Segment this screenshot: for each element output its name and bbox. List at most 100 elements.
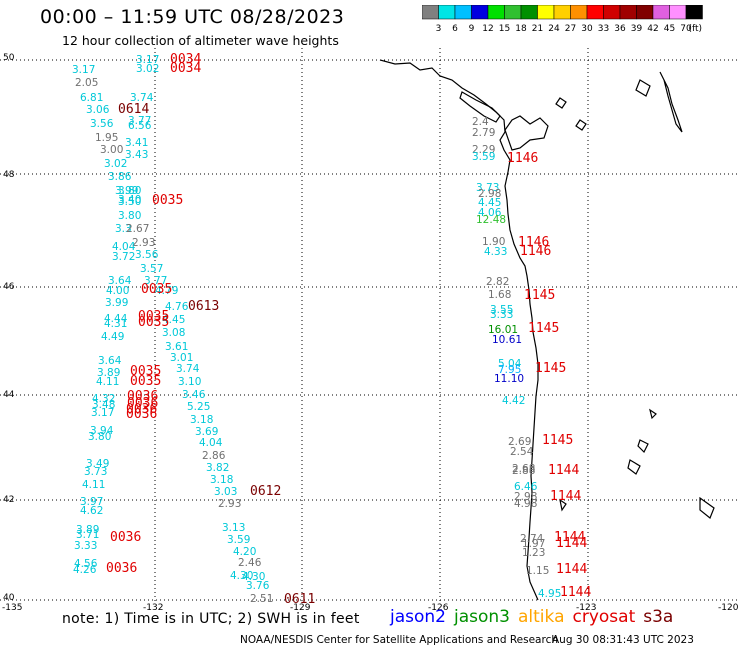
chart-title: 00:00 – 11:59 UTC 08/28/2023 [40,6,345,28]
colorbar-label: 45 [664,24,675,34]
colorbar-label: 30 [581,24,593,34]
coastline [379,59,715,601]
wave-height-label: 3.89 [97,367,120,379]
wave-height-label: 4.33 [484,246,507,258]
pass-time-label: 1146 [520,244,551,259]
wave-height-label: 3.56 [135,249,159,261]
colorbar-label: 36 [614,24,626,34]
lon-label-123: -123 [576,603,596,613]
wave-height-label: 3.55 [490,304,513,316]
colorbar-label: 39 [631,24,643,34]
wave-height-label: 3.99 [115,185,138,197]
wave-height-label: 3.77 [144,275,167,287]
pass-time-label: 1144 [550,489,581,504]
wave-height-label: 4.42 [502,395,525,407]
lon-label-135: -135 [2,603,22,613]
wave-height-label: 3.89 [76,524,99,536]
wave-height-label: 2.82 [486,276,509,288]
wave-height-label: 3.59 [227,534,250,546]
pass-time-label: 0036 [127,396,158,411]
pass-time-label: 1144 [560,585,591,600]
wave-height-label: 4.62 [80,505,103,517]
pass-time-label: 1144 [548,463,579,478]
lake-outline-2 [635,79,651,97]
wave-height-label: 3.46 [182,389,206,401]
legend-jason2: jason2 [390,607,446,627]
pass-time-label: 0036 [127,389,158,404]
wave-height-label: 2.68 [512,463,535,475]
wave-height-label: 3.72 [112,251,135,263]
wave-height-label: 2.88 [512,465,535,477]
colorbar-label: 9 [469,24,475,34]
wave-height-label: 4.26 [73,564,97,576]
wave-height-label: 4.20 [233,546,256,558]
wave-height-label: 4.31 [104,318,127,330]
pass-time-label: 0035 [141,282,172,297]
wave-height-label: 2.67 [126,223,149,235]
colorbar-label: 18 [515,24,527,34]
wave-height-label: 12.48 [476,214,506,226]
wave-height-layer: 3.173.023.172.053.746.813.063.773.56 6.56… [72,54,561,605]
wave-height-label: 3.18 [190,414,213,426]
wave-height-label: 4.04 [199,437,223,449]
colorbar-label: 12 [482,24,493,34]
wave-height-label: 3.43 [125,149,148,161]
lat-label-40: 40 [3,593,15,603]
wave-height-label: 4.79 [155,285,178,297]
colorbar-label: 15 [499,24,510,34]
lon-label-129: -129 [290,603,311,613]
colorbar-label: 24 [548,24,560,34]
north-america-coastline [379,59,539,601]
wave-height-label: 2.54 [510,446,534,458]
wave-height-label: 4.95 [538,588,561,600]
wave-height-label: 2.51 [250,593,273,605]
pass-time-label: 0035 [130,374,161,389]
lat-label-48: 48 [3,170,15,180]
wave-height-label: 3.13 [222,522,245,534]
wave-height-label: 2.98 [514,491,537,503]
pass-time-label: 1145 [524,288,555,303]
wave-height-label: 4.56 [74,558,98,570]
axis-labels: 50 48 46 44 42 40 -135 -132 -129 -126 -1… [2,53,739,613]
wave-height-label: 3.02 [136,63,159,75]
colorbar-label: 33 [598,24,609,34]
lat-label-42: 42 [3,495,14,505]
lat-label-50: 50 [3,53,15,63]
wave-height-label: 3.76 [246,580,270,592]
wave-height-label: 4.98 [514,498,537,510]
lat-label-46: 46 [3,282,15,292]
wave-height-label: 1.95 [95,132,118,144]
wave-height-label: 6.46 [514,481,538,493]
wave-height-label: 4.00 [106,285,129,297]
wave-height-label: 3.06 [86,104,110,116]
pass-time-label: 0036 [110,530,141,545]
lake-outline-7 [627,459,641,475]
lake-outline-6 [637,439,649,454]
pass-time-label: 1144 [554,530,585,545]
pass-time-label: 1146 [507,151,538,166]
wave-height-label: 3.71 [76,529,99,541]
wave-height-label: 2.93 [218,498,241,510]
wave-height-label: 5.04 [498,358,522,370]
pass-time-label: 0035 [138,315,169,330]
pass-time-label: 0612 [250,484,281,499]
wave-height-label: 3.74 [176,363,200,375]
wave-height-label: 3.3 [115,223,132,235]
colorbar-unit: (ft) [689,24,703,34]
colorbar-label: 27 [565,24,576,34]
wave-height-label: 3.18 [210,474,233,486]
wave-height-label: 4.49 [101,331,124,343]
chart-subtitle: 12 hour collection of altimeter wave hei… [62,33,339,48]
wave-height-label: 16.01 [488,324,518,336]
wave-height-label: 3.80 [118,210,141,222]
pass-time-label: 1145 [528,321,559,336]
wave-height-label: 4.11 [82,479,105,491]
lon-label-120: -120 [718,603,739,613]
wave-height-label: 3.00 [100,144,123,156]
wave-height-label: 4.45 [162,314,185,326]
wave-height-label: 3.01 [170,352,193,364]
lake-outline-8 [699,496,715,519]
wave-height-label: 10.61 [492,334,522,346]
wave-height-label: 1.90 [482,236,505,248]
